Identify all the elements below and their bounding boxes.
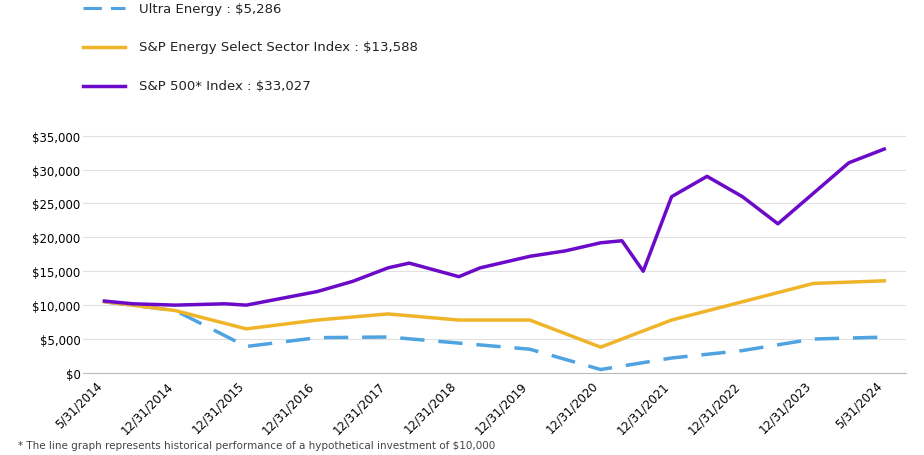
Text: S&P Energy Select Sector Index : $13,588: S&P Energy Select Sector Index : $13,588	[139, 41, 418, 54]
Text: S&P 500* Index : $33,027: S&P 500* Index : $33,027	[139, 80, 310, 93]
Text: Ultra Energy : $5,286: Ultra Energy : $5,286	[139, 3, 281, 15]
Text: * The line graph represents historical performance of a hypothetical investment : * The line graph represents historical p…	[18, 440, 496, 450]
